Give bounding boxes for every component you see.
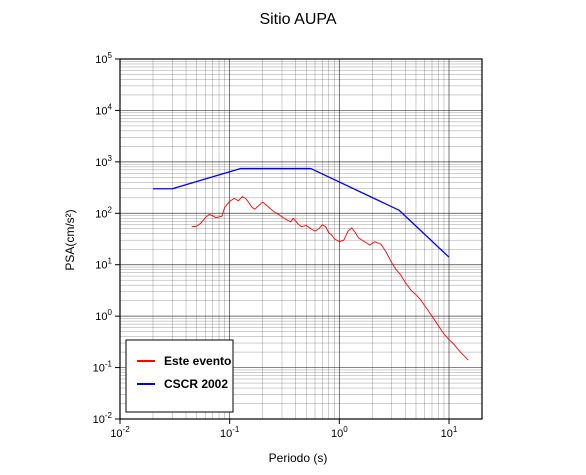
series-layer [153, 167, 469, 361]
x-tick-label: 101 [441, 425, 458, 440]
y-tick-label: 102 [95, 205, 112, 220]
y-tick-label: 10-2 [93, 411, 113, 426]
series-line-cscr-2002 [153, 167, 450, 258]
y-tick-label: 10-1 [93, 360, 113, 375]
legend-label-este-evento: Este evento [164, 354, 231, 368]
x-axis-label: Periodo (s) [269, 451, 328, 465]
y-tick-labels: 10-2 10-1 100 101 102 103 104 105 [93, 51, 113, 426]
series-line-este-evento [191, 196, 469, 361]
y-axis-label: PSA(cm/s²) [63, 209, 77, 270]
x-tick-label: 100 [331, 425, 348, 440]
y-tick-label: 101 [95, 257, 112, 272]
legend-label-cscr-2002: CSCR 2002 [164, 377, 228, 391]
legend-box [125, 339, 234, 413]
y-tick-label: 104 [95, 102, 112, 117]
grid [115, 58, 482, 424]
x-tick-label: 10-2 [110, 425, 130, 440]
x-tick-label: 10-1 [220, 425, 240, 440]
legend: Este evento CSCR 2002 [125, 339, 234, 413]
chart-title: Sitio AUPA [259, 11, 336, 28]
y-tick-label: 103 [95, 154, 112, 169]
x-tick-labels: 10-2 10-1 100 101 [110, 425, 458, 440]
plot-frame [119, 58, 483, 420]
y-tick-label: 100 [95, 308, 112, 323]
y-tick-label: 105 [95, 51, 112, 66]
